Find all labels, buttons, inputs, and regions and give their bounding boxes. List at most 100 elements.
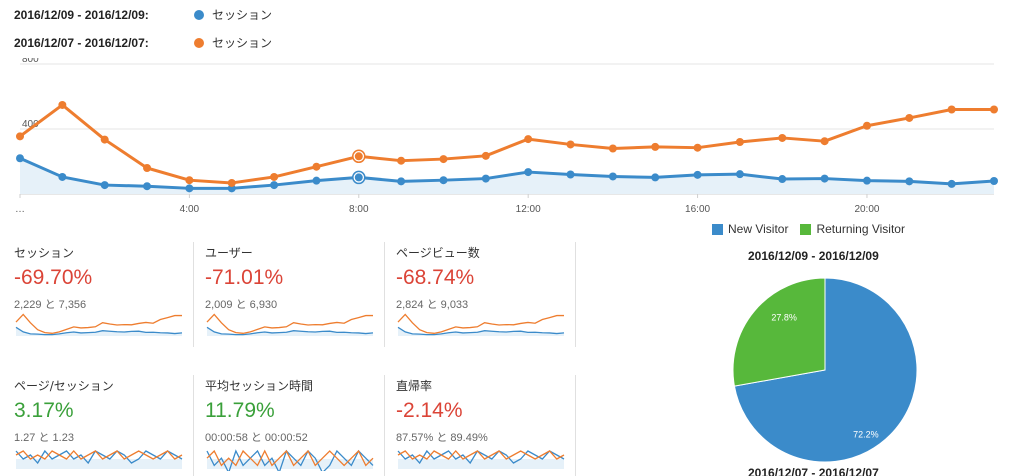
sparkline-area	[398, 459, 564, 469]
sessions-line-chart[interactable]: 800 400 … 4:00 8:00 12:00 16:00 20:00	[0, 58, 1012, 218]
sparkline-line	[15, 313, 182, 334]
sparkline-line	[15, 326, 183, 336]
metric-card[interactable]: セッション -69.70% 2,229 と 7,356	[14, 242, 194, 347]
x-tick-label: 4:00	[180, 204, 200, 215]
legend-metric-compare[interactable]: セッション	[212, 36, 273, 50]
data-point	[693, 170, 702, 179]
data-point	[778, 175, 787, 184]
data-point	[143, 182, 152, 191]
data-point	[566, 170, 575, 179]
data-point	[100, 135, 109, 144]
data-point	[820, 174, 829, 183]
data-point	[354, 173, 363, 182]
metric-change: -68.74%	[396, 266, 475, 289]
pie-legend-item-new[interactable]: New Visitor	[712, 222, 788, 236]
data-point	[270, 172, 279, 181]
metric-change: -69.70%	[14, 266, 93, 289]
sparkline	[206, 449, 374, 471]
metric-change: -71.01%	[205, 266, 284, 289]
x-tick-label: …	[15, 204, 25, 215]
series-line	[19, 103, 994, 185]
series-dot-icon	[194, 37, 204, 48]
metric-change: 11.79%	[205, 399, 275, 422]
data-point	[735, 170, 744, 179]
legend-square-icon	[712, 223, 723, 235]
metric-title: セッション	[14, 246, 75, 260]
data-point	[608, 144, 617, 153]
metric-compare: 2,824 と 9,033	[396, 299, 469, 311]
data-point	[100, 181, 109, 190]
series-dot-icon	[194, 9, 204, 20]
data-point	[990, 177, 998, 185]
pie-slice	[732, 277, 826, 387]
sparkline-line	[206, 313, 373, 334]
metric-card[interactable]: ページビュー数 -68.74% 2,824 と 9,033	[396, 242, 576, 347]
legend-range-compare: 2016/12/07 - 2016/12/07:	[14, 35, 149, 50]
sparkline-line	[397, 449, 565, 465]
metric-compare: 2,009 と 6,930	[205, 299, 278, 311]
data-point	[524, 168, 533, 177]
data-point	[990, 105, 998, 114]
y-tick-label: 800	[22, 58, 39, 65]
sparkline-line	[397, 450, 565, 460]
data-point	[608, 172, 617, 181]
metric-card[interactable]: 平均セッション時間 11.79% 00:00:58 と 00:00:52	[205, 375, 385, 476]
data-point	[58, 172, 67, 181]
data-point	[778, 133, 787, 142]
series-line	[19, 156, 995, 190]
sparkline	[206, 313, 374, 336]
data-point	[481, 151, 490, 160]
x-tick-label: 20:00	[854, 204, 879, 215]
data-point	[16, 154, 24, 163]
legend-metric-current[interactable]: セッション	[212, 8, 273, 22]
sparkline-line	[206, 449, 374, 467]
data-point	[143, 164, 152, 172]
data-point	[947, 179, 956, 188]
pie-legend-item-returning[interactable]: Returning Visitor	[800, 222, 905, 236]
data-point	[397, 156, 406, 165]
data-point	[651, 173, 660, 182]
metric-change: -2.14%	[396, 399, 463, 422]
sparkline-line	[397, 326, 565, 336]
metric-card[interactable]: ページ/セッション 3.17% 1.27 と 1.23	[14, 375, 194, 476]
pie-legend: New Visitor Returning Visitor	[712, 222, 917, 236]
metric-title: 直帰率	[396, 379, 433, 393]
legend-row-current: 2016/12/09 - 2016/12/09: セッション	[14, 6, 272, 23]
data-point	[905, 113, 914, 122]
x-tick-label: 8:00	[349, 204, 369, 215]
legend-square-icon	[800, 223, 812, 235]
sparkline	[15, 313, 183, 336]
data-point	[481, 174, 490, 183]
pie-slice-label: 27.8%	[771, 313, 797, 323]
data-point	[16, 132, 24, 141]
sparkline	[15, 449, 183, 469]
metric-change: 3.17%	[14, 399, 74, 422]
sparkline-line	[397, 313, 564, 334]
pie-title: 2016/12/09 - 2016/12/09	[748, 249, 879, 263]
metric-card[interactable]: ユーザー -71.01% 2,009 と 6,930	[205, 242, 385, 347]
sparkline	[397, 449, 565, 469]
data-point	[439, 155, 448, 164]
pie-legend-label-new: New Visitor	[728, 222, 789, 236]
data-point	[312, 176, 321, 185]
data-point	[947, 105, 956, 114]
data-point	[862, 176, 871, 185]
x-tick-label: 12:00	[516, 204, 541, 215]
sparkline-area	[207, 459, 373, 469]
metric-title: ページ/セッション	[14, 379, 114, 393]
pie-legend-label-returning: Returning Visitor	[816, 222, 905, 236]
x-tick-label: 16:00	[685, 204, 710, 215]
data-point	[524, 135, 533, 144]
visitor-type-pie-chart[interactable]: 72.2% 27.8%	[722, 266, 932, 476]
data-point	[820, 137, 829, 146]
data-point	[439, 176, 448, 185]
sparkline-line	[206, 326, 374, 336]
metric-compare: 1.27 と 1.23	[14, 432, 74, 444]
data-point	[227, 178, 236, 187]
metric-compare: 2,229 と 7,356	[14, 299, 87, 311]
data-point	[185, 176, 194, 185]
metric-card[interactable]: 直帰率 -2.14% 87.57% と 89.49%	[396, 375, 576, 476]
data-point	[735, 138, 744, 146]
pie-slice	[733, 277, 918, 463]
legend-row-compare: 2016/12/07 - 2016/12/07: セッション	[14, 34, 272, 51]
